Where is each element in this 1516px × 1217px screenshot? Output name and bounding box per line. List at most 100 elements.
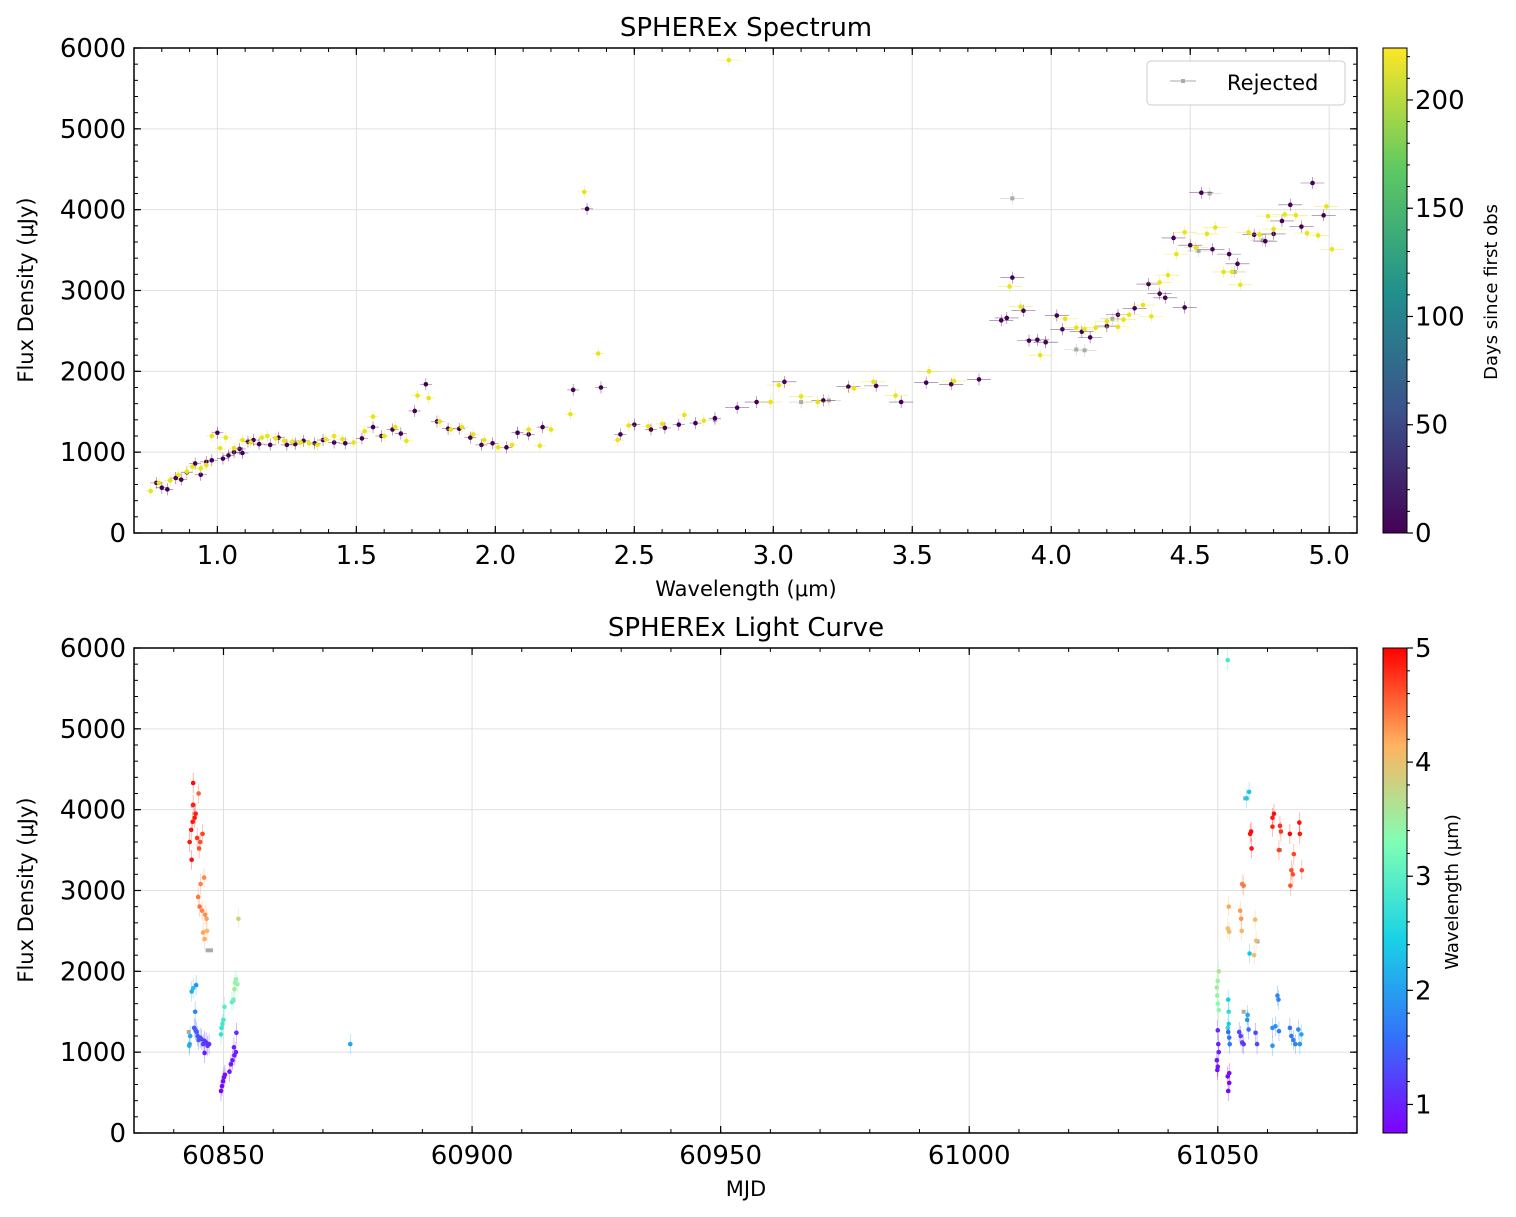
spectrum-early-point-marker [240,450,245,456]
spectrum-early-point-marker [198,472,204,478]
lightcurve-xtick-label: 61050 [1176,1141,1259,1171]
spectrum-rejected-point-marker [1196,248,1201,253]
spectrum-early-point-marker [1060,327,1065,332]
spectrum-ytick-label: 5000 [60,115,126,145]
lightcurve-ytick-label: 5000 [60,715,126,745]
spectrum-late-point-marker [1324,204,1329,209]
lightcurve-point [1215,1028,1221,1033]
spectrum-late-points [144,54,1344,497]
lightcurve-point [202,936,207,942]
lightcurve-point [187,1033,193,1039]
spectrum-late-point-marker [176,472,181,478]
spectrum-early-point-marker [192,461,198,466]
spectrum-early-point-marker [1157,291,1162,297]
lightcurve-xlabel: MJD [726,1177,766,1201]
lightcurve-point [1271,811,1277,817]
days-colorbar-tick-label: 0 [1415,519,1432,549]
spectrum-late-point-marker [768,399,773,405]
spectrum-ytick-label: 4000 [60,196,126,226]
lightcurve-point [187,839,192,845]
spectrum-early-point-marker [976,377,982,382]
days-colorbar-tick-label: 100 [1415,302,1465,332]
spectrum-early-point-marker [632,422,637,427]
spectrum-late-point-marker [548,427,554,432]
lightcurve-point [202,912,208,918]
lightcurve-point [222,1072,228,1078]
spectrum-early-point-marker [648,427,654,432]
spectrum-late-point-marker [1293,213,1299,218]
spectrum-early-point-marker [178,477,184,482]
spectrum-early-point-marker [165,487,170,492]
lightcurve-point [1249,846,1254,851]
spectrum-panel: SPHEREx Spectrum 1.0 1.5 2.0 2.5 3.0 3.5 4.0 4.… [14,13,1502,601]
spectrum-late-point-marker [1115,324,1121,330]
spectrum-early-point-marker [1054,313,1060,318]
spectrum-early-point-marker [1146,281,1151,287]
spectrum-early-point-marker [712,415,718,421]
lightcurve-point [1215,1041,1221,1047]
spectrum-late-point-marker [1315,233,1321,238]
spectrum-early-point-marker [662,425,668,431]
lightcurve-point [1299,1032,1304,1037]
lightcurve-point [188,827,194,833]
spectrum-late-point-marker [198,466,204,471]
spectrum-early-point-marker [1321,213,1326,218]
lightcurve-ticks: 60850 60900 60950 61000 61050 0 1000 2000 3000 40… [60,634,1357,1171]
spectrum-late-point-marker [248,440,254,445]
spectrum-early-point-marker [1021,308,1026,314]
spectrum-late-point-marker [1082,327,1087,332]
spectrum-late-point-marker [351,440,356,445]
spectrum-early-point-marker [821,398,826,403]
spectrum-late-point-marker [1062,316,1068,322]
spectrum-early-point-marker [342,440,348,446]
lightcurve-point [233,1049,239,1055]
spectrum-late-point-marker [1257,232,1263,238]
spectrum-grid [134,47,1357,534]
spectrum-late-point-marker [167,478,173,483]
lightcurve-point [1225,1029,1231,1035]
spectrum-early-point-marker [398,431,404,436]
days-colorbar-tick-label: 150 [1415,194,1465,224]
lightcurve-point [190,802,196,808]
spectrum-late-point-marker [951,378,957,384]
spectrum-late-point-marker [495,445,501,450]
spectrum-early-point-marker [598,385,604,390]
spectrum-late-point-marker [926,369,932,374]
spectrum-early-point-marker [1035,337,1040,343]
spectrum-ytick-label: 1000 [60,438,126,468]
legend-rejected-label: Rejected [1227,71,1318,95]
spectrum-rejected-points [289,187,1275,449]
spectrum-late-point-marker [537,443,543,449]
lightcurve-point [199,908,205,914]
spectrum-late-point-marker [470,432,476,437]
wavelength-colorbar-tick-label: 3 [1415,862,1432,892]
spectrum-ticks: 1.0 1.5 2.0 2.5 3.0 3.5 4.0 4.5 5.0 0 1000 2000 3000… [60,34,1358,571]
spectrum-early-point-marker [1299,224,1304,229]
lightcurve-point [1277,823,1283,829]
lightcurve-point [1227,1041,1233,1047]
spectrum-late-point-marker [893,393,898,398]
wavelength-colorbar-tick-label: 4 [1415,748,1432,778]
lightcurve-point [1289,867,1294,873]
wavelength-colorbar [1382,647,1408,1134]
lightcurve-point [206,1041,212,1047]
spectrum-late-point-marker [1282,212,1288,217]
spectrum-early-point-marker [370,424,376,430]
lightcurve-point [1239,928,1244,934]
lightcurve-point [1270,1043,1275,1048]
spectrum-late-point-marker [568,411,573,417]
lightcurve-xtick-label: 60850 [182,1141,265,1171]
spectrum-early-point-marker [1199,190,1204,195]
spectrum-late-point-marker [1193,245,1199,250]
lightcurve-point [1297,820,1302,825]
lightcurve-point [1291,1037,1296,1043]
lightcurve-point [1253,938,1259,943]
wavelength-colorbar-tick-label: 1 [1415,1090,1432,1120]
lightcurve-point [196,791,201,796]
days-colorbar [1382,47,1408,534]
lightcurve-point [221,1017,226,1023]
lightcurve-point [1226,1035,1232,1040]
lightcurve-point [1225,1088,1231,1094]
spectrum-early-point-marker [782,379,787,385]
spectrum-late-point-marker [1149,314,1154,319]
